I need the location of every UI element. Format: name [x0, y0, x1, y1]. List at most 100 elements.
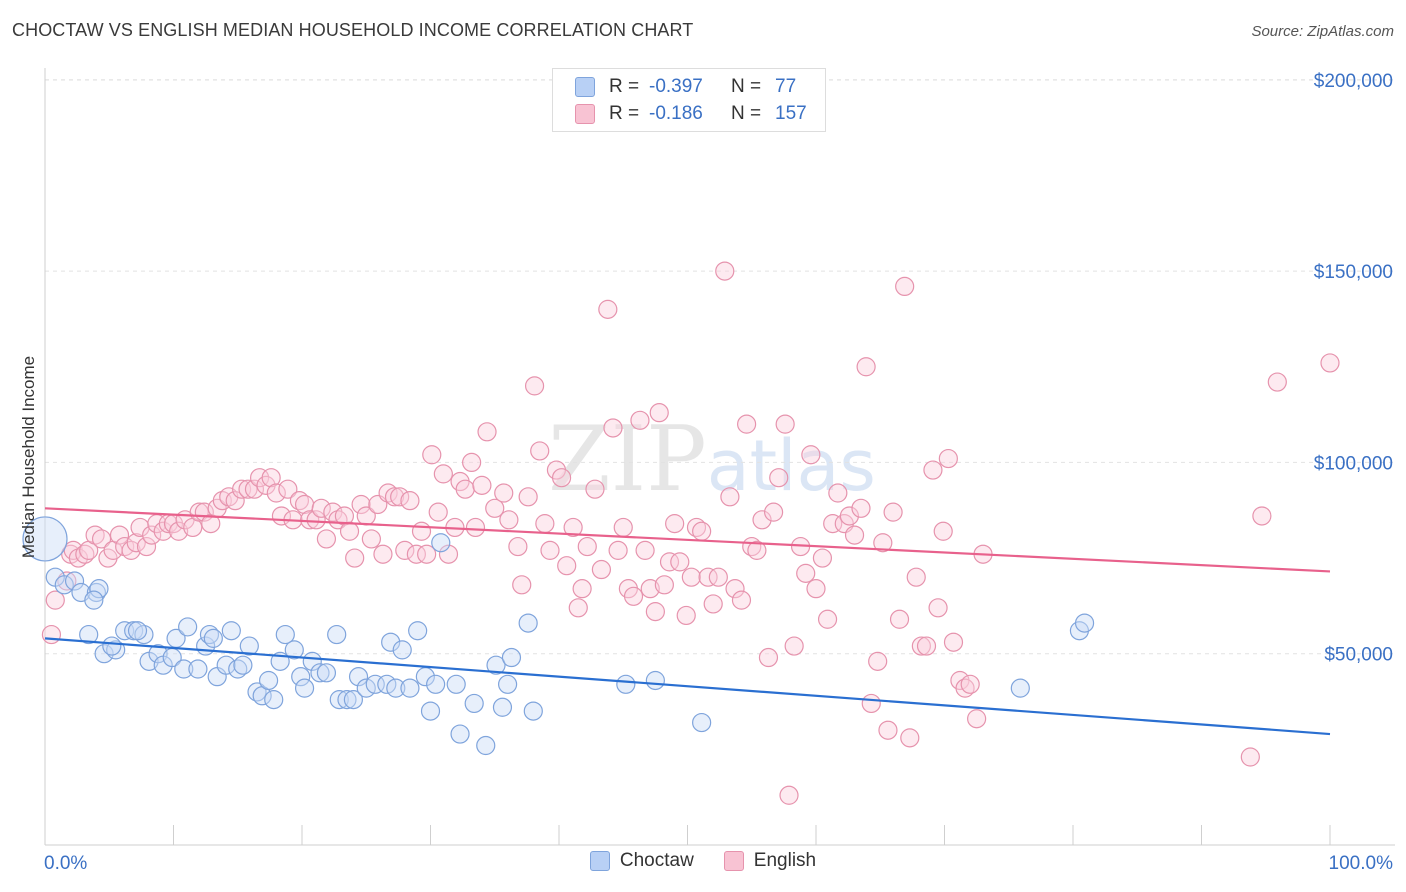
- english-point: [752, 510, 772, 530]
- choctaw-point: [381, 632, 401, 652]
- english-point: [823, 514, 843, 534]
- english-point: [698, 567, 718, 587]
- n-value: 157: [775, 103, 807, 124]
- english-point: [438, 544, 459, 564]
- choctaw-point: [216, 655, 236, 675]
- choctaw-point: [501, 647, 522, 668]
- choctaw-point: [327, 624, 347, 645]
- english-point: [613, 517, 633, 538]
- english-point: [943, 632, 964, 652]
- english-point: [530, 441, 550, 461]
- choctaw-point: [264, 690, 284, 710]
- choctaw-point: [518, 613, 538, 633]
- english-point: [126, 533, 146, 553]
- english-point: [244, 479, 265, 499]
- english-point: [289, 491, 310, 511]
- english-point: [608, 540, 628, 560]
- choctaw-point: [258, 670, 279, 691]
- choctaw-point: [365, 674, 385, 694]
- choctaw-point: [284, 640, 304, 660]
- legend-swatch-choctaw: [589, 851, 610, 871]
- choctaw-point: [420, 701, 441, 721]
- watermark-text: ZIPatlas: [548, 407, 876, 512]
- english-point: [720, 487, 740, 507]
- choctaw-point: [329, 690, 349, 710]
- choctaw-swatch: [575, 77, 595, 97]
- y-tick-label: $200,000: [1314, 71, 1393, 92]
- english-point: [345, 548, 365, 568]
- english-point: [91, 529, 112, 549]
- english-point: [812, 548, 833, 568]
- choctaw-point: [233, 655, 253, 675]
- r-value: -0.397: [649, 76, 703, 97]
- english-point: [801, 445, 821, 465]
- english-point: [518, 487, 538, 507]
- english-point: [1240, 747, 1260, 767]
- choctaw-point: [275, 624, 295, 645]
- choctaw-point: [645, 670, 665, 691]
- x-tick-label: 100.0%: [1329, 853, 1394, 874]
- r-value: -0.186: [649, 103, 703, 124]
- english-point: [645, 602, 665, 622]
- english-point: [540, 540, 560, 560]
- choctaw-point: [316, 663, 337, 683]
- choctaw-point: [386, 678, 406, 698]
- choctaw-point: [343, 690, 363, 710]
- english-point: [568, 598, 588, 618]
- english-point: [462, 452, 482, 472]
- english-point: [873, 533, 893, 553]
- english-point: [916, 636, 937, 656]
- english-point: [928, 598, 948, 618]
- english-point: [373, 544, 393, 564]
- legend-label-choctaw: Choctaw: [619, 850, 694, 871]
- choctaw-point: [337, 690, 357, 710]
- choctaw-point: [431, 533, 451, 553]
- choctaw-point: [84, 590, 104, 610]
- choctaw-point: [247, 682, 267, 702]
- english-point: [737, 414, 757, 434]
- choctaw-point: [106, 640, 126, 660]
- english-point: [465, 517, 486, 538]
- english-point: [960, 674, 980, 694]
- choctaw-point: [64, 571, 85, 591]
- legend-item-english[interactable]: English: [723, 850, 816, 872]
- english-point: [477, 422, 497, 442]
- english-point: [856, 357, 876, 377]
- english-point: [109, 525, 130, 545]
- english-point: [406, 544, 426, 564]
- n-label: N =: [731, 103, 762, 124]
- english-point: [395, 540, 415, 560]
- english-point: [681, 567, 701, 587]
- choctaw-point: [492, 697, 513, 717]
- english-point: [1252, 506, 1272, 526]
- choctaw-point: [426, 674, 446, 694]
- english-point: [654, 575, 674, 595]
- choctaw-points: [22, 516, 1095, 756]
- choctaw-point: [79, 624, 99, 645]
- chart-legend: Choctaw English: [0, 850, 1406, 872]
- english-point: [306, 510, 326, 530]
- english-point: [775, 414, 795, 434]
- english-point: [551, 468, 572, 488]
- grid-lines: [45, 79, 1395, 655]
- choctaw-point: [476, 735, 496, 756]
- y-tick-label: $50,000: [1324, 645, 1393, 666]
- english-point: [41, 624, 62, 645]
- english-point: [883, 502, 903, 522]
- english-point: [585, 479, 605, 499]
- english-point: [1267, 372, 1287, 392]
- english-point: [316, 529, 337, 549]
- trend-lines: [44, 507, 1331, 736]
- watermark: ZIPatlas: [548, 407, 876, 512]
- english-point: [796, 563, 816, 583]
- english-point: [923, 460, 943, 480]
- legend-item-choctaw[interactable]: Choctaw: [589, 850, 694, 872]
- english-point: [665, 514, 685, 534]
- english-point: [895, 276, 915, 297]
- english-point: [169, 521, 189, 541]
- choctaw-point: [464, 693, 484, 714]
- choctaw-point: [221, 621, 241, 641]
- english-point: [334, 506, 355, 526]
- english-point: [659, 552, 680, 572]
- choctaw-point: [400, 678, 420, 698]
